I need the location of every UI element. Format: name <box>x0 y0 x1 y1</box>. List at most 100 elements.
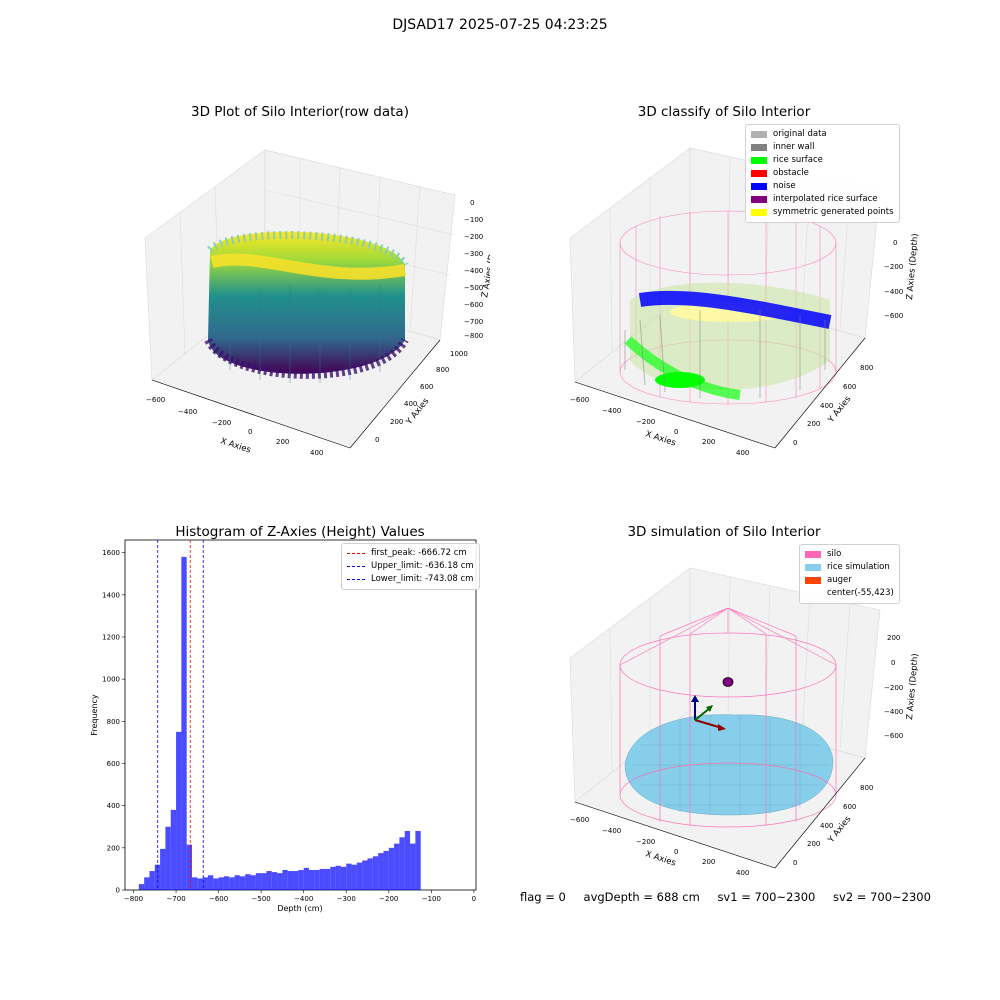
histogram-bar <box>314 869 320 890</box>
raw-3d-plot: −600 −400 −200 0 200 400 X Axies 0 200 4… <box>144 149 490 457</box>
simulation-3d-plot: −600 −400 −200 0 200 400 X Axies 0 200 4… <box>569 567 920 877</box>
histogram-bar <box>266 871 272 890</box>
histogram-bar <box>388 847 395 890</box>
y-tick-label: 1200 <box>102 633 120 641</box>
y-tick-label: 400 <box>107 802 120 810</box>
histogram-bar <box>245 874 251 890</box>
y-tick-label: 200 <box>107 844 120 852</box>
legend-label: Upper_limit: -636.18 cm <box>371 561 474 571</box>
x-tick-label: −600 <box>209 895 228 903</box>
raw-xtick: −600 <box>146 396 165 404</box>
histogram-bar <box>356 862 363 890</box>
classify-ztick: 0 <box>893 239 897 247</box>
simulation-ytick: 0 <box>793 859 797 867</box>
histogram-xlabel: Depth (cm) <box>277 904 322 913</box>
histogram-bar <box>415 830 421 890</box>
histogram-bar <box>149 871 155 890</box>
histogram-bar <box>346 863 352 890</box>
simulation-xtick: −400 <box>602 827 621 835</box>
histogram-bar <box>170 809 177 890</box>
legend-line <box>347 566 365 567</box>
histogram-title: Histogram of Z-Axies (Height) Values <box>175 524 425 540</box>
legend-swatch <box>805 577 821 584</box>
histogram-bar <box>186 844 193 890</box>
simulation-ztick: −400 <box>884 708 903 716</box>
histogram-bar <box>197 878 203 890</box>
raw-ytick: 800 <box>436 366 449 374</box>
legend-item: symmetric generated points <box>751 206 894 219</box>
y-tick-label: 600 <box>107 760 120 768</box>
legend-item: noise <box>751 180 894 193</box>
histogram-ylabel: Frequency <box>90 694 99 736</box>
histogram-bar <box>282 869 288 890</box>
status-line: flag = 0 avgDepth = 688 cm sv1 = 700~230… <box>520 890 945 904</box>
legend-label: noise <box>773 181 796 191</box>
classify-ytick: 200 <box>807 420 820 428</box>
x-tick-label: −100 <box>422 895 441 903</box>
legend-item: obstacle <box>751 167 894 180</box>
legend-swatch <box>805 551 821 558</box>
raw-ztick: −300 <box>464 250 483 258</box>
legend-line <box>347 553 365 554</box>
legend-swatch <box>751 144 767 151</box>
raw-ztick: −500 <box>464 284 483 292</box>
classify-xtick: 200 <box>702 438 715 446</box>
simulation-z-axis: 200 0 −200 −400 −600 Z Axies (Depth) <box>884 634 920 740</box>
y-tick-label: 1600 <box>102 549 120 557</box>
simulation-ztick: −200 <box>884 684 903 692</box>
raw-ztick: −100 <box>464 216 483 224</box>
legend-item: first_peak: -666.72 cm <box>347 547 474 560</box>
x-tick-label: −300 <box>337 895 356 903</box>
simulation-ztick: −600 <box>884 732 903 740</box>
legend-swatch <box>751 196 767 203</box>
legend-label: rice simulation <box>827 562 890 572</box>
simulation-ytick: 800 <box>860 784 873 792</box>
status-flag: flag = 0 <box>520 890 566 904</box>
histogram-bar <box>250 875 256 890</box>
histogram-bar <box>367 858 373 890</box>
legend-label: auger <box>827 575 852 585</box>
histogram-bar <box>218 877 224 890</box>
legend-label: obstacle <box>773 168 809 178</box>
simulation-xtick: −600 <box>570 816 589 824</box>
histogram-bar <box>399 837 405 890</box>
legend-swatch <box>805 590 821 597</box>
histogram-bar <box>160 848 166 890</box>
y-tick-label: 0 <box>116 887 120 895</box>
histogram-x-ticks: −800 −700 −600 −500 −400 −300 −200 −100 0 <box>124 890 476 903</box>
raw-xlabel: X Axies <box>219 436 252 455</box>
legend-item: Upper_limit: -636.18 cm <box>347 560 474 573</box>
histogram-legend: first_peak: -666.72 cm Upper_limit: -636… <box>341 543 480 590</box>
raw-ytick: 600 <box>420 383 433 391</box>
histogram-bar <box>324 868 331 890</box>
simulation-ytick: 600 <box>843 803 856 811</box>
histogram-bar <box>298 869 304 890</box>
histogram-bar <box>410 843 416 890</box>
histogram-bar <box>287 871 294 890</box>
legend-label: center(-55,423) <box>827 588 894 598</box>
legend-item: silo <box>805 548 894 561</box>
legend-item: original data <box>751 128 894 141</box>
legend-label: original data <box>773 129 827 139</box>
histogram-bar <box>255 873 262 890</box>
simulation-xtick: −200 <box>636 838 655 846</box>
raw-ytick: 0 <box>375 436 379 444</box>
raw-ytick: 400 <box>404 400 417 408</box>
simulation-xtick: 0 <box>674 848 678 856</box>
raw-ztick: −400 <box>464 267 483 275</box>
legend-item: inner wall <box>751 141 894 154</box>
classify-ytick: 0 <box>793 439 797 447</box>
status-sv2: sv2 = 700~2300 <box>833 890 931 904</box>
simulation-ztick: 200 <box>887 634 900 642</box>
histogram-y-ticks: 0 200 400 600 800 1000 1200 1400 1600 <box>102 549 125 895</box>
legend-swatch <box>751 157 767 164</box>
classify-xtick: 400 <box>736 449 749 457</box>
histogram-bar <box>271 872 278 890</box>
x-tick-label: 0 <box>472 895 476 903</box>
legend-label: interpolated rice surface <box>773 194 878 204</box>
histogram-bar <box>378 853 384 890</box>
classify-xtick: −400 <box>602 407 621 415</box>
legend-item: Lower_limit: -743.08 cm <box>347 573 474 586</box>
status-avg-depth: avgDepth = 688 cm <box>583 890 700 904</box>
status-sv1: sv1 = 700~2300 <box>717 890 816 904</box>
